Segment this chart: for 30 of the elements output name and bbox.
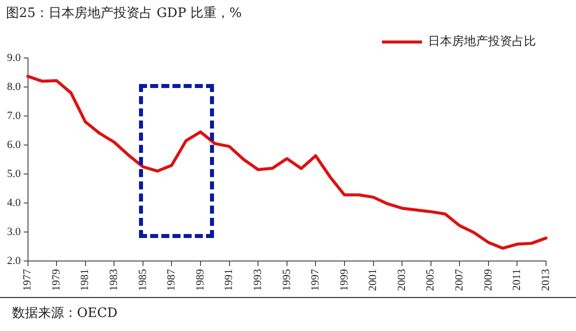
x-tick-label: 1977	[22, 268, 34, 291]
x-tick-label: 1981	[79, 269, 92, 291]
y-tick-label: 3.0	[7, 226, 22, 238]
y-tick-label: 7.0	[7, 110, 22, 122]
y-tick-label: 4.0	[7, 196, 22, 209]
y-tick-label: 6.0	[7, 138, 22, 151]
legend-label: 日本房地产投资占比	[428, 34, 536, 48]
x-tick-label: 1989	[194, 268, 206, 291]
x-tick-label: 1979	[50, 268, 62, 291]
y-tick-label: 2.0	[7, 254, 22, 267]
x-tick-label: 2009	[482, 268, 494, 291]
x-tick-label: 1985	[136, 268, 149, 291]
y-tick-label: 8.0	[7, 80, 22, 93]
x-tick-label: 1991	[223, 269, 236, 291]
x-tick-label: 2001	[367, 269, 380, 291]
y-tick-label: 5.0	[7, 168, 22, 180]
x-tick-label: 1983	[108, 268, 120, 291]
x-tick-label: 1997	[310, 268, 322, 291]
x-tick-label: 1999	[338, 268, 350, 291]
x-tick-label: 1993	[252, 268, 264, 291]
x-tick-label: 2003	[396, 268, 408, 291]
chart-title: 图25：日本房地产投资占 GDP 比重，%	[6, 5, 242, 22]
y-tick-label: 9.0	[7, 52, 22, 64]
x-tick-label: 1987	[166, 268, 178, 291]
x-tick-label: 1995	[280, 268, 293, 291]
x-tick-label: 2005	[424, 268, 437, 291]
x-tick-label: 2007	[454, 268, 466, 291]
x-tick-label: 2013	[540, 268, 552, 291]
x-tick-label: 2011	[511, 269, 524, 291]
source-note: 数据来源：OECD	[0, 297, 576, 322]
